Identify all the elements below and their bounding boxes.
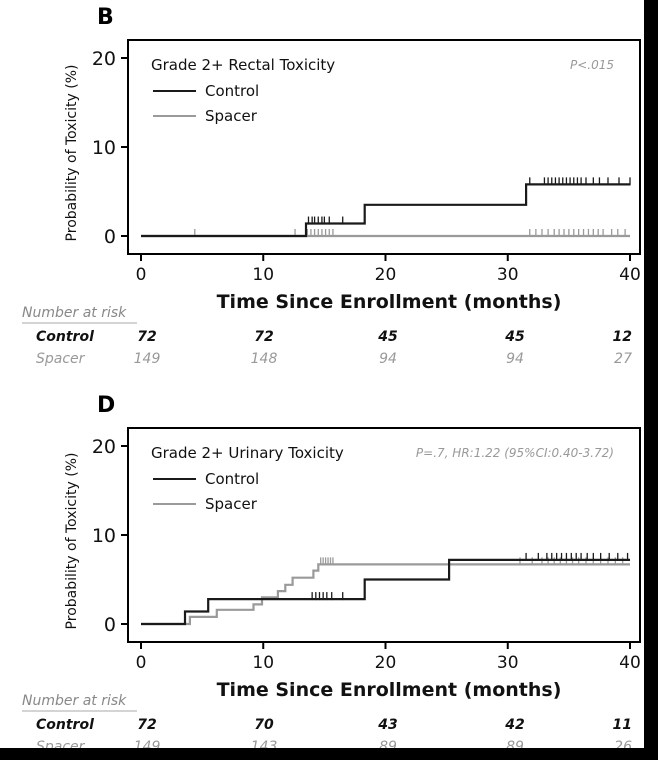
risk-value-control: 12 (613, 329, 632, 345)
risk-value-spacer: 143 (251, 739, 278, 748)
risk-value-spacer: 94 (506, 351, 524, 367)
x-axis-label: Time Since Enrollment (months) (217, 679, 562, 701)
legend-label-spacer: Spacer (205, 495, 258, 513)
risk-row-label-spacer: Spacer (36, 351, 86, 367)
risk-value-control: 72 (137, 717, 156, 733)
risk-row-label-spacer: Spacer (36, 739, 86, 748)
x-tick-label: 30 (497, 653, 519, 673)
y-axis-label: Probability of Toxicity (%) (64, 453, 80, 630)
x-tick-label: 10 (252, 653, 274, 673)
x-tick-label: 10 (252, 265, 274, 285)
risk-row-label-control: Control (36, 717, 94, 733)
p-value-annotation: P=.7, HR:1.22 (95%CI:0.40-3.72) (416, 446, 614, 460)
panel-title: Grade 2+ Urinary Toxicity (151, 444, 344, 462)
x-tick-label: 20 (375, 265, 397, 285)
risk-value-spacer: 94 (379, 351, 397, 367)
risk-value-control: 72 (137, 329, 156, 345)
y-axis-label: Probability of Toxicity (%) (64, 65, 80, 242)
y-tick-label: 0 (104, 226, 116, 248)
panel-letter: D (97, 393, 115, 418)
risk-value-spacer: 148 (251, 351, 278, 367)
y-tick-label: 20 (92, 436, 116, 458)
panel-d: D 0 10 20 Probability of Toxicity (%) 0 10 20 30… (22, 393, 641, 748)
risk-value-control: 45 (504, 329, 525, 345)
risk-value-control: 11 (613, 717, 632, 733)
panel-b: B 0 10 20 Probability of Toxicity (%) 0 10 20 30… (22, 5, 641, 367)
risk-value-control: 43 (377, 717, 397, 733)
risk-value-spacer: 89 (506, 739, 524, 748)
x-tick-label: 0 (136, 653, 147, 673)
figure: B 0 10 20 Probability of Toxicity (%) 0 10 20 30… (0, 0, 644, 748)
panel-letter: B (97, 5, 114, 30)
p-value-annotation: P<.015 (570, 58, 614, 72)
risk-value-spacer: 26 (614, 739, 632, 748)
risk-value-control: 42 (504, 717, 524, 733)
x-tick-label: 20 (375, 653, 397, 673)
risk-value-spacer: 149 (134, 351, 161, 367)
risk-value-control: 70 (254, 717, 274, 733)
risk-value-spacer: 89 (379, 739, 397, 748)
risk-row-label-control: Control (36, 329, 94, 345)
y-tick-label: 20 (92, 48, 116, 70)
series-line-spacer (141, 563, 630, 626)
y-tick-label: 10 (92, 137, 116, 159)
series-line-control (141, 183, 630, 238)
x-tick-label: 40 (619, 653, 641, 673)
x-tick-label: 0 (136, 265, 147, 285)
legend-label-spacer: Spacer (205, 107, 258, 125)
legend-label-control: Control (205, 470, 259, 488)
risk-value-control: 72 (254, 329, 273, 345)
series-line-control (141, 558, 630, 626)
panel-title: Grade 2+ Rectal Toxicity (151, 56, 335, 74)
risk-value-control: 45 (377, 329, 398, 345)
y-tick-label: 10 (92, 525, 116, 547)
legend-label-control: Control (205, 82, 259, 100)
x-axis-label: Time Since Enrollment (months) (217, 291, 562, 313)
x-tick-label: 40 (619, 265, 641, 285)
risk-value-spacer: 27 (614, 351, 632, 367)
risk-table-title: Number at risk (22, 693, 127, 709)
figure-svg: B 0 10 20 Probability of Toxicity (%) 0 10 20 30… (22, 5, 641, 748)
risk-table-title: Number at risk (22, 305, 127, 321)
risk-value-spacer: 149 (134, 739, 161, 748)
y-tick-label: 0 (104, 614, 116, 636)
x-tick-label: 30 (497, 265, 519, 285)
